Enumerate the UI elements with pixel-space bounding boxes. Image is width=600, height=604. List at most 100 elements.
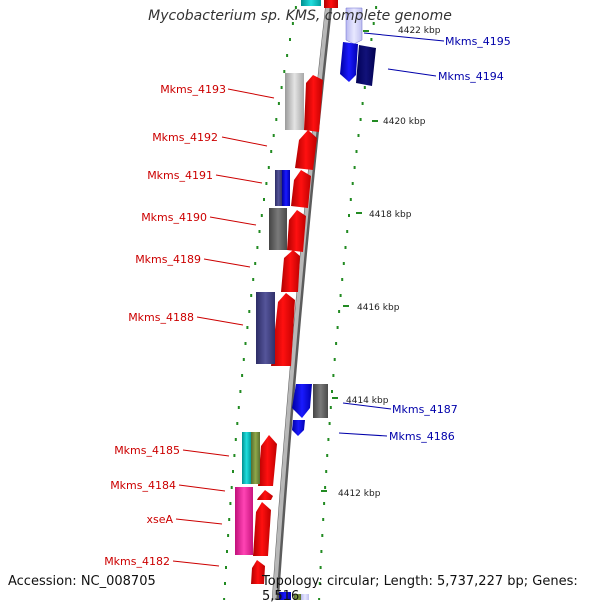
gene-label-mkms-4185: Mkms_4185 (114, 444, 180, 457)
gene-label-mkms-4192: Mkms_4192 (152, 131, 218, 144)
scale-dot (327, 438, 330, 441)
scale-dot (318, 598, 321, 600)
scale-dot (346, 230, 349, 233)
gene-fwd-4188 (271, 293, 295, 366)
gene-label-mkms-4188: Mkms_4188 (128, 311, 194, 324)
gene-label-mkms-4193: Mkms_4193 (160, 83, 226, 96)
genome-title: Mycobacterium sp. KMS, complete genome (148, 8, 452, 24)
scale-dot (223, 598, 226, 600)
scale-dot (232, 470, 234, 473)
scale-dot (224, 582, 226, 585)
scale-dot (294, 6, 297, 9)
scale-dot (363, 86, 366, 89)
leader-line (209, 216, 257, 226)
scale-dot (342, 262, 345, 265)
scale-dot (258, 230, 261, 233)
scale-dot (242, 358, 245, 361)
scale-dot (277, 102, 280, 105)
scale-dot (248, 310, 251, 313)
scale-dot (324, 486, 327, 489)
accession-text: Accession: NC_008705 (8, 574, 156, 589)
scale-dot (361, 102, 364, 105)
leader-line (182, 449, 230, 457)
gene-mkms-4191-slate (275, 170, 282, 206)
scale-dot (263, 198, 265, 201)
scale-dot (322, 518, 325, 521)
gene-label-xsea: xseA (146, 513, 173, 526)
gene-cropped-bottom-blue (279, 592, 291, 600)
scale-dot (225, 566, 227, 569)
scale-dot (239, 390, 242, 393)
scale-dot (256, 246, 259, 249)
gene-label-mkms-4195: Mkms_4195 (445, 35, 511, 48)
gene-fwd-4193 (304, 75, 323, 132)
scale-ring-dots (223, 6, 378, 600)
scale-dot (226, 550, 228, 553)
gene-label-mkms-4190: Mkms_4190 (141, 211, 207, 224)
scale-dot (372, 22, 375, 25)
leader-line (221, 136, 268, 147)
leader-line (178, 484, 226, 492)
scale-dot (331, 390, 333, 393)
leader-line (342, 402, 392, 410)
gene-mkms-4188 (256, 292, 275, 364)
gene-mkms-4194-blue (340, 42, 358, 82)
scale-label: 4418 kbp (369, 210, 412, 220)
scale-dot (335, 342, 338, 345)
scale-dot (275, 118, 278, 121)
scale-dot (270, 150, 273, 153)
gene-label-mkms-4187: Mkms_4187 (392, 403, 458, 416)
scale-dot (320, 550, 323, 553)
gene-fwd-4189 (281, 250, 300, 292)
scale-dot (230, 486, 233, 489)
gene-mkms-4185-cyan (242, 432, 251, 484)
scale-dot (289, 38, 291, 41)
gene-fwd-4184 (257, 490, 273, 500)
scale-dot (328, 422, 331, 425)
scale-dot (254, 262, 257, 265)
scale-dot (355, 150, 358, 153)
scale-dot (351, 182, 354, 185)
scale-dot (333, 358, 336, 361)
scale-dot (332, 374, 335, 377)
scale-label: 4422 kbp (398, 26, 441, 36)
gene-fwd-4190 (287, 210, 306, 252)
scale-dot (250, 294, 253, 297)
gene-label-mkms-4186: Mkms_4186 (389, 430, 455, 443)
gene-mkms-4184 (235, 487, 253, 555)
scale-dot (246, 326, 249, 329)
scale-dot (286, 54, 289, 57)
scale-dot (227, 534, 230, 537)
scale-dot (357, 134, 360, 137)
scale-dot (272, 134, 275, 137)
scale-label: 4416 kbp (357, 303, 400, 313)
gene-mkms-4186 (292, 420, 305, 436)
scale-dot (349, 198, 352, 201)
scale-label: 4420 kbp (383, 117, 426, 127)
gene-mkms-4191 (282, 170, 290, 206)
gene-mkms-4194 (356, 45, 376, 86)
gene-cropped-bottom-pale (301, 594, 309, 600)
gene-fwd-4192 (295, 130, 317, 170)
gene-label-mkms-4189: Mkms_4189 (135, 253, 201, 266)
scale-dot (318, 582, 321, 585)
scale-dot (353, 166, 356, 169)
scale-dot (341, 278, 344, 281)
gene-fwd-xsea (253, 502, 271, 556)
scale-dot (338, 310, 341, 313)
gene-mkms-4187 (313, 384, 328, 418)
scale-dot (336, 326, 339, 329)
scale-dot (339, 294, 342, 297)
scale-dot (265, 182, 268, 185)
leader-line (363, 32, 445, 42)
scale-dot (241, 374, 244, 377)
leader-line (203, 258, 251, 268)
scale-dot (260, 214, 263, 217)
scale-dot (234, 438, 237, 441)
gene-label-mkms-4194: Mkms_4194 (438, 70, 504, 83)
scale-dot (329, 406, 332, 409)
scale-dot (323, 502, 326, 505)
gene-label-mkms-4191: Mkms_4191 (147, 169, 213, 182)
scale-dot (233, 454, 236, 457)
